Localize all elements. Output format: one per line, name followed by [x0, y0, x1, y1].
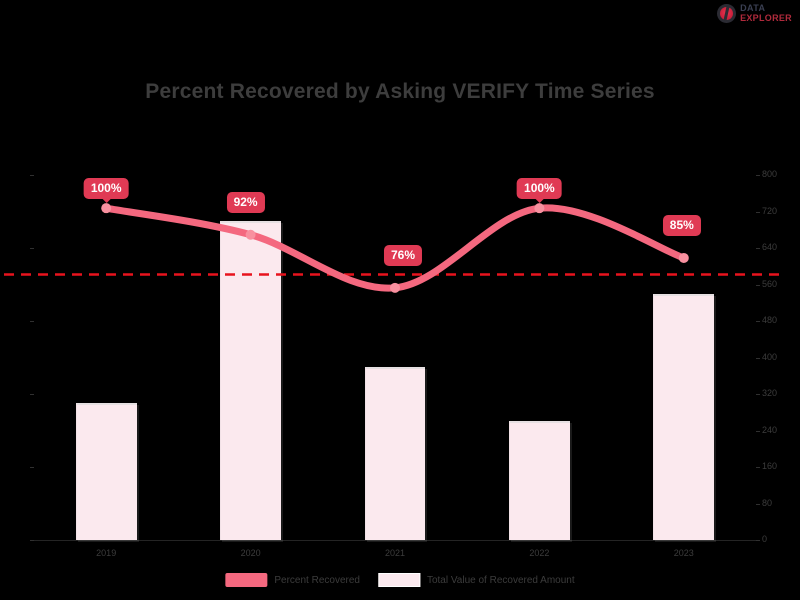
line-series-overlay: [4, 203, 786, 293]
legend-swatch-line-icon: [225, 573, 268, 587]
logo-bottom-text: EXPLORER: [740, 12, 792, 23]
y-axis-right-tick-mark: [756, 248, 760, 249]
y-axis-left-tick-mark: [30, 467, 34, 468]
y-axis-right-tick-mark: [756, 357, 760, 359]
y-axis-left-tick-mark: [30, 321, 34, 322]
legend-swatch-bar-icon: [377, 573, 420, 587]
data-label-2023: 85%: [662, 214, 701, 236]
legend-label-bar: Total Value of Recovered Amount: [426, 574, 575, 586]
y-axis-left-tick-mark: [30, 540, 34, 541]
y-axis-right-tick-mark: [756, 503, 760, 505]
y-axis-right-tick-mark: [756, 394, 760, 395]
y-axis-right-tick-label: 480: [762, 315, 778, 325]
bar-2023[interactable]: [653, 293, 715, 540]
y-axis-right-tick-label: 0: [762, 534, 768, 544]
x-axis-tick-label: 2022: [529, 548, 550, 558]
x-axis-line: [34, 540, 756, 541]
logo-top-text: DATA: [740, 3, 766, 14]
y-axis-right-tick-label: 320: [762, 388, 778, 398]
bar-2022[interactable]: [509, 421, 570, 540]
y-axis-right-tick-mark: [756, 467, 760, 468]
chart-legend: Percent Recovered Total Value of Recover…: [215, 568, 584, 592]
data-label-2022: 100%: [517, 178, 562, 204]
line-marker-2021[interactable]: [390, 282, 400, 293]
y-axis-left-tick-mark: [30, 394, 34, 395]
y-axis-left-tick-mark: [30, 175, 34, 176]
y-axis-right-tick-label: 720: [762, 205, 778, 216]
x-axis-tick-label: 2021: [384, 548, 406, 558]
line-marker-2022[interactable]: [534, 203, 545, 214]
y-axis-right-tick-mark: [756, 211, 760, 213]
y-axis-right-tick-label: 240: [762, 424, 778, 435]
chart-title: Percent Recovered by Asking VERIFY Time …: [145, 80, 655, 103]
line-marker-2019[interactable]: [101, 203, 112, 214]
legend-label-line: Percent Recovered: [274, 574, 360, 586]
x-axis-tick-label: 2019: [96, 548, 117, 558]
y-axis-right-tick-label: 160: [762, 461, 778, 471]
plot-area: 110%88%66%44%22%0%8007206405604804003202…: [4, 170, 786, 558]
line-marker-2023[interactable]: [678, 252, 689, 263]
bar-2019[interactable]: [75, 403, 137, 540]
line-marker-2020[interactable]: [245, 229, 256, 240]
y-axis-right-tick-mark: [756, 175, 760, 176]
y-axis-right-tick-label: 400: [762, 351, 778, 362]
y-axis-right-tick-label: 800: [762, 169, 778, 179]
y-axis-right-tick-mark: [756, 430, 760, 432]
y-axis-right-tick-label: 640: [762, 242, 778, 252]
data-label-2019: 100%: [83, 178, 129, 204]
data-label-2020: 92%: [226, 191, 265, 213]
y-axis-right-tick-mark: [756, 540, 760, 541]
y-axis-right-tick-mark: [756, 321, 760, 322]
brand-logo: DATA EXPLORER: [717, 3, 792, 23]
y-axis-left-tick-mark: [30, 248, 34, 249]
legend-item-line[interactable]: Percent Recovered: [225, 573, 360, 587]
bar-2021[interactable]: [364, 366, 426, 540]
legend-item-bar[interactable]: Total Value of Recovered Amount: [377, 573, 575, 587]
x-axis-tick-label: 2023: [673, 548, 694, 558]
x-axis-tick-label: 2020: [240, 548, 261, 558]
data-label-2021: 76%: [383, 244, 423, 266]
y-axis-right-tick-mark: [756, 284, 760, 286]
logo-mark-icon: [717, 4, 737, 23]
y-axis-right-tick-label: 560: [762, 278, 778, 289]
logo-wordmark: DATA EXPLORER: [740, 3, 792, 23]
y-axis-right-tick-label: 80: [762, 497, 773, 508]
